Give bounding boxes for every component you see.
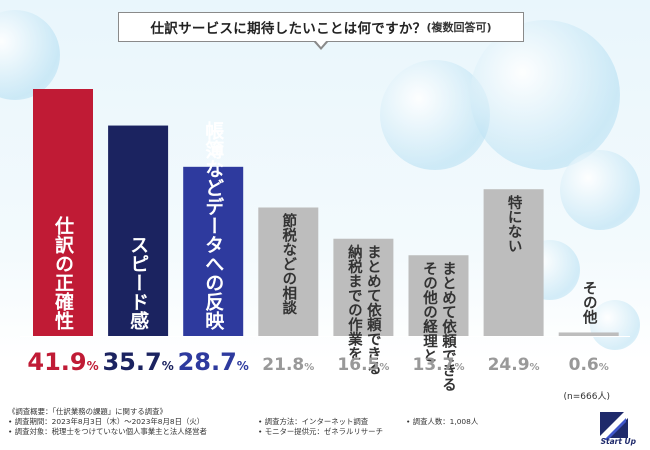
bar-label-5-line-1: まとめて依頼できる xyxy=(365,244,381,375)
bar-label-7: 特にない xyxy=(506,194,522,253)
value-label-3: 28.7% xyxy=(178,348,249,376)
value-label-4: 21.8% xyxy=(262,355,314,375)
survey-footer: 《調査概要：「仕訳業務の課題」に関する調査》 • 調査期間：2023年8月3日（… xyxy=(0,405,650,450)
value-label-7: 24.9% xyxy=(488,355,540,375)
survey-provider: • モニター提供元：ゼネラルリサーチ xyxy=(258,427,383,436)
bar-5 xyxy=(333,238,394,336)
value-label-5: 16.5% xyxy=(337,355,389,375)
survey-target: • 調査対象：税理士をつけていない個人事業主と法人経営者 xyxy=(8,427,207,436)
bubble-decoration xyxy=(560,150,640,230)
chart-title-box: 仕訳サービスに期待したいことは何ですか？ (複数回答可) xyxy=(118,12,524,50)
bar-1 xyxy=(33,89,93,336)
bar-label-6-line-2: その他の経理と xyxy=(421,261,438,363)
chart-title: 仕訳サービスに期待したいことは何ですか？ xyxy=(150,21,427,37)
bar-2 xyxy=(108,125,169,337)
chart-title-note: (複数回答可) xyxy=(426,21,492,34)
bar-label-4: 節税などの相談 xyxy=(280,212,296,316)
bar-6 xyxy=(408,255,469,336)
bar-label-1: 仕訳の正確性 xyxy=(52,215,75,331)
bubble-decoration xyxy=(470,20,620,170)
value-label-2: 35.7% xyxy=(102,348,173,376)
value-label-6: 13.7% xyxy=(413,355,465,375)
bar-chart: 仕訳の正確性 41.9% スピード感 35.7% 帳簿などデータへの反映 28.7% 節税な… xyxy=(27,89,619,392)
logo-text: Start Up xyxy=(600,437,636,446)
survey-period: • 調査期間：2023年8月3日（木）～2023年8月8日（火） xyxy=(8,417,205,426)
bar-label-8: その他 xyxy=(581,281,598,326)
survey-count: • 調査人数：1,008人 xyxy=(406,417,479,426)
bar-label-3: 帳簿などデータへの反映 xyxy=(202,120,224,331)
bar-4 xyxy=(258,207,319,336)
sample-size-note: (n=666人) xyxy=(563,392,610,402)
value-label-1: 41.9% xyxy=(27,348,98,376)
bar-8 xyxy=(558,332,619,336)
bar-label-2: スピード感 xyxy=(127,235,149,330)
bar-label-6-line-1: まとめて依頼できる xyxy=(440,261,456,392)
bar-label-5-line-2: 納税までの作業を xyxy=(346,243,363,360)
survey-method: • 調査方法：インターネット調査 xyxy=(258,417,369,426)
bar-3 xyxy=(183,166,244,336)
bar-7 xyxy=(483,189,544,336)
value-label-8: 0.6% xyxy=(569,355,609,375)
startup-logo-icon xyxy=(600,412,628,440)
survey-overview: 《調査概要：「仕訳業務の課題」に関する調査》 xyxy=(8,407,167,416)
bubble-decoration xyxy=(590,300,640,350)
